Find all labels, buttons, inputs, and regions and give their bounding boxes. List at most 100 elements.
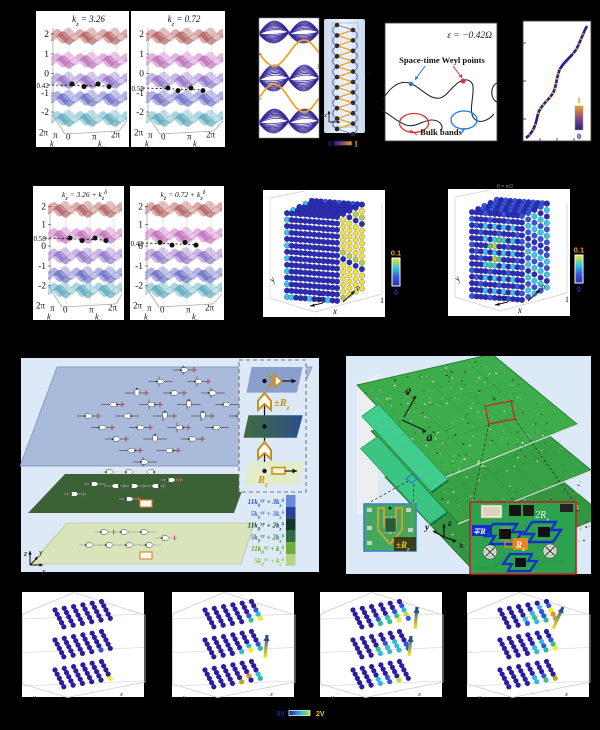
svg-text:0: 0 xyxy=(139,70,144,80)
svg-text:11k0xy + 3kzδ: 11k0xy + 3kzδ xyxy=(248,498,285,509)
svg-text:Rz: Rz xyxy=(257,475,268,489)
svg-text:0.42: 0.42 xyxy=(131,240,144,248)
svg-text:π: π xyxy=(92,132,97,142)
svg-text:±Rz: ±Rz xyxy=(396,540,410,553)
svg-text:-1: -1 xyxy=(38,262,46,272)
svg-text:0: 0 xyxy=(44,70,49,80)
svg-text:0: 0 xyxy=(577,131,581,141)
svg-text:v⃗: v⃗ xyxy=(405,387,412,397)
svg-text:-2: -2 xyxy=(41,108,49,118)
svg-text:π: π xyxy=(147,303,152,313)
svg-text:Bulk bands: Bulk bands xyxy=(420,127,462,137)
svg-text:0V: 0V xyxy=(276,711,285,718)
svg-text:±Rz: ±Rz xyxy=(274,398,290,412)
svg-text:11k0xy + kzδ: 11k0xy + kzδ xyxy=(251,545,284,556)
svg-text:2: 2 xyxy=(44,30,49,40)
svg-text:0.42: 0.42 xyxy=(37,82,50,90)
svg-text:2π: 2π xyxy=(134,128,144,138)
svg-text:0.58: 0.58 xyxy=(132,85,145,93)
svg-text:z: z xyxy=(23,549,28,558)
svg-text:y: y xyxy=(451,274,462,284)
svg-text:0: 0 xyxy=(63,305,68,315)
svg-text:2π: 2π xyxy=(108,303,118,313)
svg-text:ky: ky xyxy=(193,139,200,152)
svg-text:z: z xyxy=(324,113,328,119)
svg-text:x: x xyxy=(269,691,273,698)
svg-text:5k0xy + 3kzδ: 5k0xy + 3kzδ xyxy=(251,510,285,521)
svg-text:2: 2 xyxy=(139,30,144,40)
svg-text:-1: -1 xyxy=(41,89,49,99)
svg-text:0: 0 xyxy=(138,242,143,252)
svg-text:0: 0 xyxy=(328,140,332,149)
svg-text:-1: -1 xyxy=(135,262,143,272)
svg-text:y: y xyxy=(477,694,481,701)
svg-text:k: k xyxy=(145,139,149,149)
svg-text:π: π xyxy=(89,305,94,315)
svg-text:-2: -2 xyxy=(38,282,46,292)
svg-text:1: 1 xyxy=(565,295,569,304)
svg-text:π: π xyxy=(53,130,58,140)
svg-text:π: π xyxy=(187,132,192,142)
svg-text:Rx: Rx xyxy=(515,540,525,553)
svg-text:x: x xyxy=(417,691,421,698)
svg-text:k: k xyxy=(50,139,54,149)
svg-text:y: y xyxy=(32,694,36,701)
svg-text:ky: ky xyxy=(98,139,105,152)
svg-text:1: 1 xyxy=(138,221,143,231)
svg-text:0: 0 xyxy=(577,285,581,294)
svg-text:x: x xyxy=(458,541,464,551)
svg-text:2π: 2π xyxy=(39,128,49,138)
svg-text:2π: 2π xyxy=(111,130,121,140)
svg-text:2: 2 xyxy=(41,203,46,213)
svg-text:0: 0 xyxy=(161,132,166,142)
svg-text:1: 1 xyxy=(380,296,384,305)
svg-text:0: 0 xyxy=(41,242,46,252)
svg-text:ky: ky xyxy=(95,312,102,325)
svg-text:2V: 2V xyxy=(316,711,325,718)
svg-text:⋯: ⋯ xyxy=(366,71,372,77)
svg-text:y: y xyxy=(38,548,43,557)
svg-text:-1: -1 xyxy=(136,89,144,99)
svg-text:k: k xyxy=(144,312,148,322)
svg-text:x: x xyxy=(517,305,522,315)
svg-text:y: y xyxy=(182,694,186,701)
svg-text:0.58: 0.58 xyxy=(34,235,47,243)
svg-text:-2: -2 xyxy=(135,282,143,292)
svg-text:1: 1 xyxy=(577,95,581,105)
svg-text:0: 0 xyxy=(394,288,398,297)
svg-text:⁝: ⁝ xyxy=(317,63,319,71)
svg-text:−ū: −ū xyxy=(312,293,322,303)
svg-text:2: 2 xyxy=(138,203,143,213)
svg-text:y: y xyxy=(266,275,277,285)
svg-text:1: 1 xyxy=(44,50,49,60)
svg-text:5k0xy + 2kzδ: 5k0xy + 2kzδ xyxy=(251,533,285,544)
svg-text:k: k xyxy=(47,312,51,322)
svg-text:0: 0 xyxy=(160,305,165,315)
svg-text:v̄: v̄ xyxy=(541,282,545,292)
svg-text:ky: ky xyxy=(192,312,199,325)
svg-text:2π: 2π xyxy=(36,301,46,311)
svg-text:11k0xy + 2kzδ: 11k0xy + 2kzδ xyxy=(248,522,285,533)
svg-text:π: π xyxy=(148,130,153,140)
svg-text:x: x xyxy=(41,567,46,576)
svg-text:-2: -2 xyxy=(136,108,144,118)
svg-text:2π: 2π xyxy=(205,303,215,313)
svg-text:u⃗: u⃗ xyxy=(426,433,433,443)
svg-text:π: π xyxy=(186,305,191,315)
svg-text:y: y xyxy=(335,126,339,132)
svg-text:5k0xy + kzδ: 5k0xy + kzδ xyxy=(254,557,284,568)
svg-text:1: 1 xyxy=(41,221,46,231)
svg-text:Space-time Weyl points: Space-time Weyl points xyxy=(399,55,485,65)
svg-text:v̄: v̄ xyxy=(356,283,360,293)
svg-text:ε = −0.42Ω: ε = −0.42Ω xyxy=(447,31,492,41)
svg-text:y: y xyxy=(424,523,430,533)
svg-text:x: x xyxy=(332,306,337,316)
svg-text:π: π xyxy=(50,303,55,313)
svg-text:0.1: 0.1 xyxy=(391,249,401,258)
svg-text:0: 0 xyxy=(66,132,71,142)
svg-text:y: y xyxy=(330,694,334,701)
svg-text:z: z xyxy=(447,519,452,529)
svg-text:−ū: −ū xyxy=(497,292,507,302)
svg-text:2π: 2π xyxy=(133,301,143,311)
svg-text:x: x xyxy=(119,691,123,698)
